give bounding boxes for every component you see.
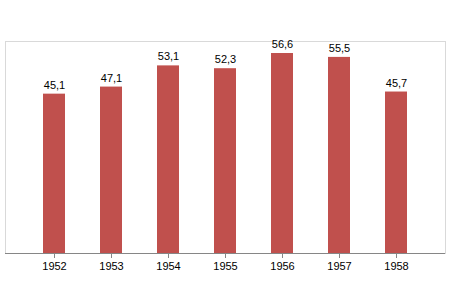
svg-text:1955: 1955 (213, 260, 237, 272)
svg-text:1954: 1954 (156, 260, 180, 272)
svg-text:55,5: 55,5 (329, 42, 350, 54)
svg-text:1953: 1953 (99, 260, 123, 272)
svg-text:47,1: 47,1 (101, 72, 122, 84)
svg-text:56,6: 56,6 (272, 38, 293, 50)
svg-text:1958: 1958 (384, 260, 408, 272)
svg-text:45,7: 45,7 (386, 77, 407, 89)
svg-text:53,1: 53,1 (158, 50, 179, 62)
svg-text:1957: 1957 (327, 260, 351, 272)
svg-text:1952: 1952 (42, 260, 66, 272)
svg-text:52,3: 52,3 (215, 53, 236, 65)
svg-text:1956: 1956 (270, 260, 294, 272)
svg-text:45,1: 45,1 (44, 79, 65, 91)
